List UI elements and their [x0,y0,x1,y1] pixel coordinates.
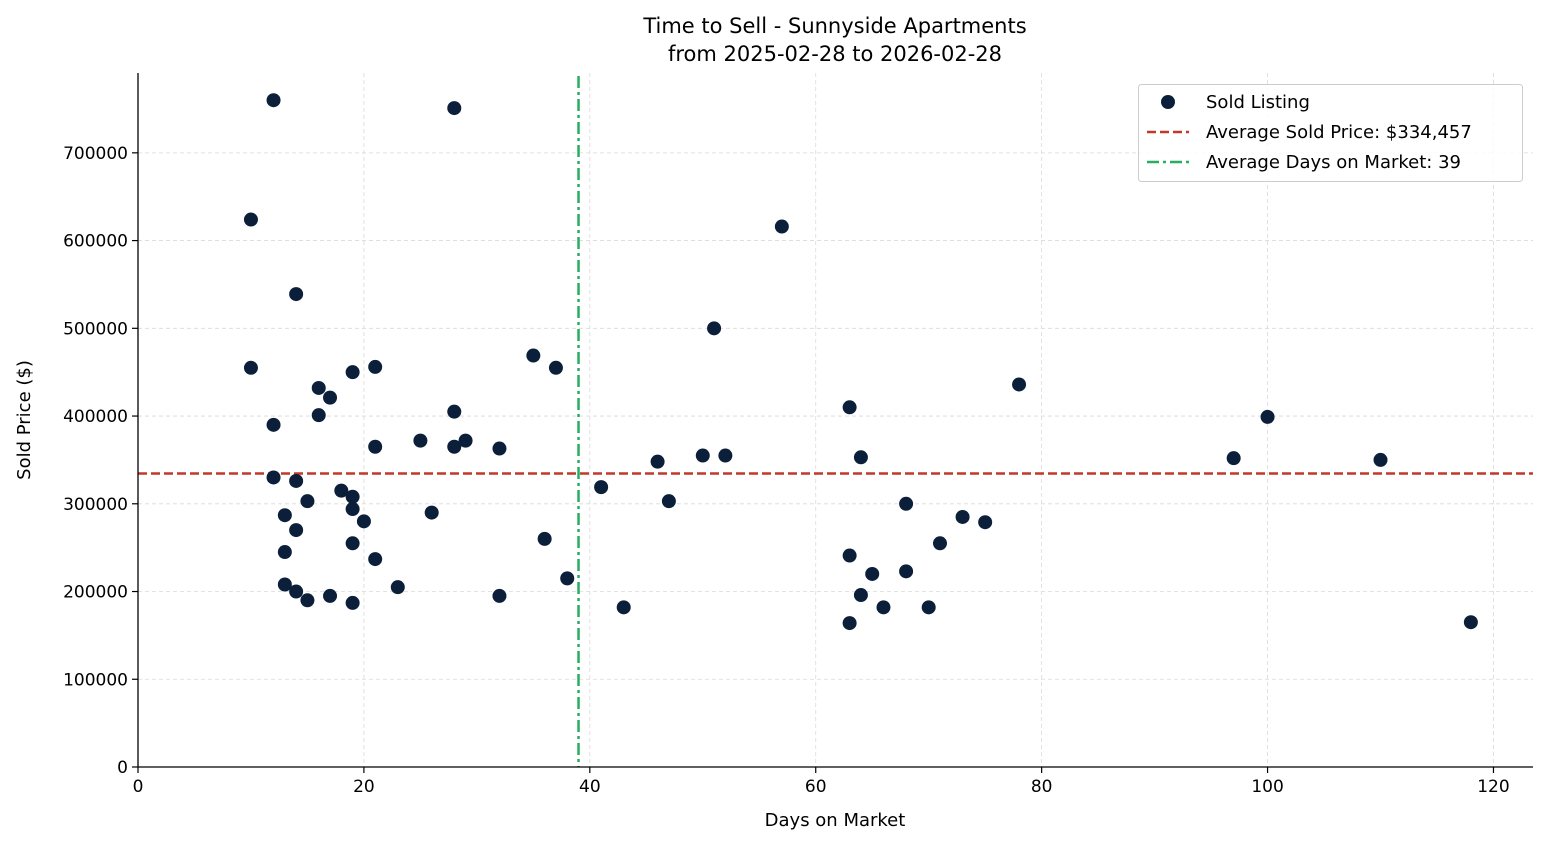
x-tick-label: 60 [805,777,827,797]
legend-marker-sold [1161,95,1175,109]
x-tick-label: 100 [1251,777,1283,797]
data-point [447,101,462,116]
data-point [695,448,710,463]
data-point [661,494,676,509]
y-tick-label: 100000 [63,670,128,690]
data-point [865,566,880,581]
y-tick-label: 400000 [63,407,128,427]
data-point [266,417,281,432]
data-point [345,489,360,504]
data-point [311,408,326,423]
data-point [424,505,439,520]
x-tick-label: 20 [353,777,375,797]
y-tick-label: 200000 [63,583,128,603]
data-point [368,552,383,567]
data-point [413,433,428,448]
data-point [277,577,292,592]
data-point [447,404,462,419]
y-ticks: 0 100000 200000 300000 400000 500000 600000 700… [63,144,138,778]
data-point [277,508,292,523]
legend-label-avg-price: Average Sold Price: $334,457 [1206,122,1472,143]
data-point [266,470,281,485]
data-point [560,571,575,586]
data-point [289,287,304,302]
data-point [311,380,326,395]
data-point [774,219,789,234]
y-axis-label: Sold Price ($) [14,360,35,480]
data-point [707,321,722,336]
data-point [447,439,462,454]
data-points [243,93,1478,631]
data-point [853,450,868,465]
data-point [955,509,970,524]
y-tick-label: 700000 [63,144,128,164]
data-point [842,548,857,563]
data-point [345,595,360,610]
data-point [334,483,349,498]
data-point [1373,452,1388,467]
y-tick-label: 600000 [63,232,128,252]
legend: Sold Listing Average Sold Price: $334,45… [1138,84,1523,182]
data-point [368,439,383,454]
legend-label-sold: Sold Listing [1206,92,1310,113]
data-point [842,400,857,415]
x-tick-label: 40 [579,777,601,797]
data-point [300,593,315,608]
legend-box [1138,84,1523,182]
data-point [323,390,338,405]
data-point [492,588,507,603]
data-point [458,433,473,448]
data-point [345,365,360,380]
data-point [1463,615,1478,630]
data-point [921,600,936,615]
data-point [356,514,371,529]
data-point [616,600,631,615]
data-point [368,359,383,374]
data-point [899,564,914,579]
data-point [1226,451,1241,466]
y-tick-label: 500000 [63,319,128,339]
data-point [345,502,360,517]
data-point [289,584,304,599]
data-point [289,523,304,538]
x-tick-label: 80 [1031,777,1053,797]
data-point [266,93,281,108]
data-point [650,454,665,469]
data-point [548,360,563,375]
data-point [289,473,304,488]
data-point [345,536,360,551]
data-point [300,494,315,509]
data-point [594,480,609,495]
data-point [876,600,891,615]
y-tick-label: 0 [117,758,128,778]
data-point [243,212,258,227]
data-point [243,360,258,375]
data-point [492,441,507,456]
chart-title: Time to Sell - Sunnyside Apartments [642,14,1026,38]
legend-label-avg-days: Average Days on Market: 39 [1206,152,1461,173]
data-point [842,616,857,631]
data-point [323,588,338,603]
data-point [932,536,947,551]
x-ticks: 0 20 40 60 80 100 120 [133,767,1510,797]
y-tick-label: 300000 [63,495,128,515]
data-point [277,545,292,560]
data-point [390,580,405,595]
reference-lines [138,76,1533,767]
chart-subtitle: from 2025-02-28 to 2026-02-28 [668,42,1002,66]
data-point [899,496,914,511]
x-tick-label: 0 [133,777,144,797]
data-point [1260,409,1275,424]
data-point [978,515,993,530]
data-point [718,448,733,463]
data-point [853,588,868,603]
data-point [537,531,552,546]
x-tick-label: 120 [1477,777,1509,797]
data-point [526,348,541,363]
x-axis-label: Days on Market [765,810,906,831]
data-point [1012,377,1027,392]
